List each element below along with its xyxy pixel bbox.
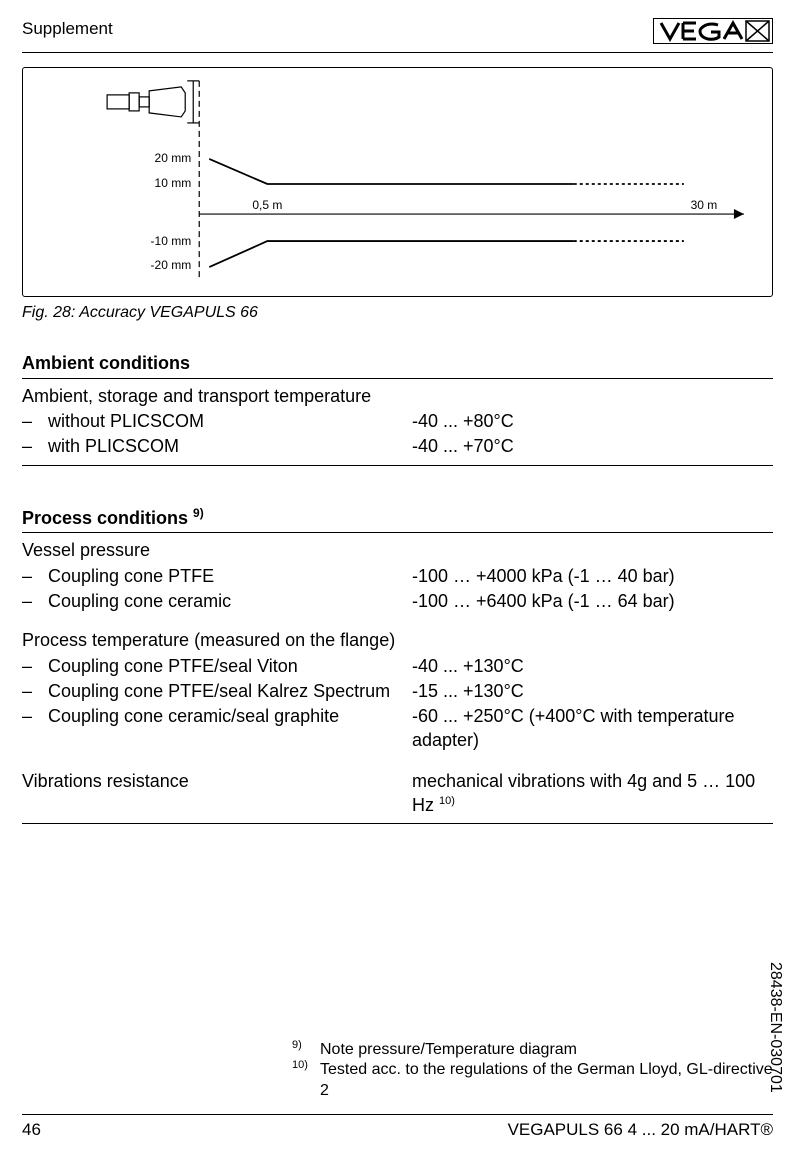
ylabel-n10mm: -10 mm: [151, 234, 192, 248]
process-section: Process conditions 9) Vessel pressure – …: [22, 506, 773, 840]
temp-item-label: Coupling cone PTFE/seal Kalrez Spectrum: [48, 680, 412, 703]
process-heading: Process conditions 9): [22, 506, 773, 533]
ylabel-n20mm: -20 mm: [151, 259, 192, 273]
temp-item: – Coupling cone ceramic/seal graphite -6…: [22, 705, 773, 752]
pressure-item-label: Coupling cone PTFE: [48, 565, 412, 588]
dash: –: [22, 565, 48, 588]
ambient-section: Ambient conditions Ambient, storage and …: [22, 352, 773, 482]
pressure-item-value: -100 … +4000 kPa (-1 … 40 bar): [412, 565, 773, 588]
doc-code-vertical: 28438-EN-030701: [764, 962, 785, 1093]
footnote-num: 9): [292, 1038, 320, 1059]
vessel-pressure-label: Vessel pressure: [22, 539, 773, 562]
temp-item: – Coupling cone PTFE/seal Viton -40 ... …: [22, 655, 773, 678]
temp-item-value: -40 ... +130°C: [412, 655, 773, 678]
temp-item-label: Coupling cone PTFE/seal Viton: [48, 655, 412, 678]
xlabel-30m: 30 m: [691, 198, 718, 212]
header-title: Supplement: [22, 18, 113, 40]
pressure-item-label: Coupling cone ceramic: [48, 590, 412, 613]
page-footer: 46 VEGAPULS 66 4 ... 20 mA/HART®: [22, 1114, 773, 1153]
ambient-item: – without PLICSCOM -40 ... +80°C: [22, 410, 773, 433]
ambient-intro: Ambient, storage and transport temperatu…: [22, 385, 412, 408]
ylabel-10mm: 10 mm: [155, 176, 192, 190]
footnote-text: Tested acc. to the regulations of the Ge…: [320, 1060, 773, 1102]
accuracy-chart: 20 mm 10 mm -10 mm -20 mm 0,5 m 30 m: [22, 67, 773, 297]
ambient-item-value: -40 ... +70°C: [412, 435, 773, 458]
page-header: Supplement: [22, 18, 773, 53]
temp-item: – Coupling cone PTFE/seal Kalrez Spectru…: [22, 680, 773, 703]
footer-right: VEGAPULS 66 4 ... 20 mA/HART®: [508, 1119, 773, 1141]
temp-item-value: -15 ... +130°C: [412, 680, 773, 703]
vibration-row: Vibrations resistance mechanical vibrati…: [22, 770, 773, 817]
dash: –: [22, 680, 48, 703]
footnote-num: 10): [292, 1058, 320, 1100]
xlabel-05m: 0,5 m: [252, 198, 282, 212]
vega-logo: [653, 18, 773, 50]
vibration-value: mechanical vibrations with 4g and 5 … 10…: [412, 770, 773, 817]
pressure-item: – Coupling cone PTFE -100 … +4000 kPa (-…: [22, 565, 773, 588]
dash: –: [22, 655, 48, 678]
process-temp-label: Process temperature (measured on the fla…: [22, 629, 412, 652]
ambient-item-value: -40 ... +80°C: [412, 410, 773, 433]
dash: –: [22, 410, 48, 433]
page-number: 46: [22, 1119, 41, 1141]
footnote-text: Note pressure/Temperature diagram: [320, 1040, 773, 1061]
temp-item-label: Coupling cone ceramic/seal graphite: [48, 705, 412, 752]
footnotes: 9) Note pressure/Temperature diagram 10)…: [22, 1040, 773, 1114]
ambient-item-label: with PLICSCOM: [48, 435, 412, 458]
vibration-label: Vibrations resistance: [22, 770, 412, 817]
dash: –: [22, 590, 48, 613]
temp-item-value: -60 ... +250°C (+400°C with temperature …: [412, 705, 773, 752]
ambient-item: – with PLICSCOM -40 ... +70°C: [22, 435, 773, 458]
pressure-item-value: -100 … +6400 kPa (-1 … 64 bar): [412, 590, 773, 613]
ylabel-20mm: 20 mm: [155, 151, 192, 165]
ambient-item-label: without PLICSCOM: [48, 410, 412, 433]
process-heading-text: Process conditions: [22, 508, 193, 528]
ambient-heading: Ambient conditions: [22, 352, 773, 378]
dash: –: [22, 705, 48, 752]
footnote: 9) Note pressure/Temperature diagram: [292, 1040, 773, 1061]
pressure-item: – Coupling cone ceramic -100 … +6400 kPa…: [22, 590, 773, 613]
figure-caption: Fig. 28: Accuracy VEGAPULS 66: [22, 303, 773, 324]
dash: –: [22, 435, 48, 458]
process-heading-sup: 9): [193, 506, 204, 520]
footnote: 10) Tested acc. to the regulations of th…: [292, 1060, 773, 1102]
